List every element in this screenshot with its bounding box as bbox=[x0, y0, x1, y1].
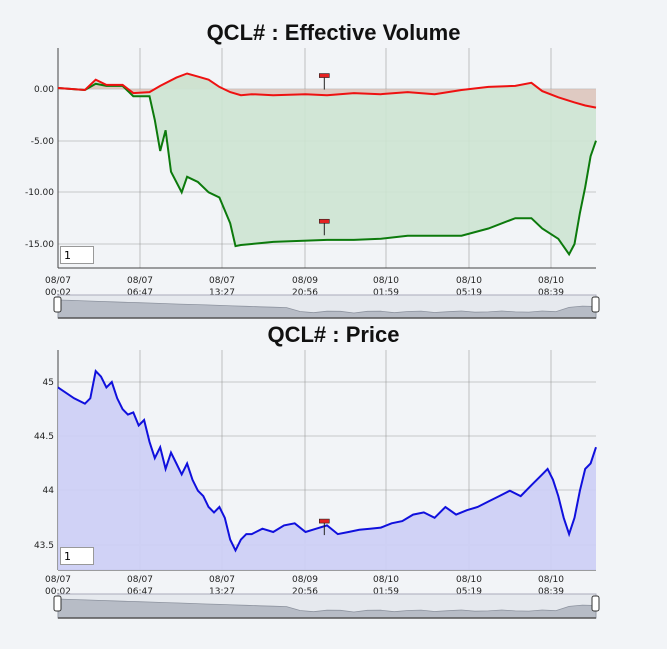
ev-y-tick-label: -15.00 bbox=[25, 240, 54, 250]
ev-x-tick-time: 01:59 bbox=[373, 288, 399, 298]
price-navigator-left-handle[interactable] bbox=[53, 595, 62, 612]
ev-x-tick-date: 08/10 bbox=[373, 276, 399, 286]
ev-y-tick-label: -5.00 bbox=[31, 137, 55, 147]
price-x-tick-time: 20:56 bbox=[292, 587, 318, 597]
ev-lower-series-line bbox=[57, 82, 597, 257]
ev-x-tick-date: 08/10 bbox=[456, 276, 482, 286]
price-x-tick-time: 00:02 bbox=[45, 587, 71, 597]
ev-x-tick-time: 05:19 bbox=[456, 288, 482, 298]
price-x-tick-time: 08:39 bbox=[538, 587, 564, 597]
ev-navigator-right-handle[interactable] bbox=[591, 296, 600, 313]
ev-event-flag[interactable] bbox=[319, 73, 330, 78]
ev-x-tick-time: 06:47 bbox=[127, 288, 153, 298]
ev-chart-title: QCL# : Effective Volume bbox=[206, 20, 461, 45]
ev-x-tick-date: 08/07 bbox=[209, 276, 235, 286]
ev-x-tick-date: 08/09 bbox=[292, 276, 318, 286]
ev-navigator-left-handle[interactable] bbox=[53, 296, 62, 313]
price-y-tick-label: 44 bbox=[43, 486, 55, 496]
price-x-tick-date: 08/07 bbox=[45, 575, 71, 585]
price-x-tick-date: 08/10 bbox=[538, 575, 564, 585]
ev-y-tick-label: 0.00 bbox=[34, 85, 54, 95]
ev-event-flag[interactable] bbox=[319, 218, 330, 224]
price-x-tick-date: 08/07 bbox=[209, 575, 235, 585]
ev-x-tick-time: 08:39 bbox=[538, 288, 564, 298]
ev-lower-fill bbox=[58, 73, 596, 255]
price-event-flag[interactable] bbox=[319, 518, 330, 524]
price-x-tick-time: 06:47 bbox=[127, 587, 153, 597]
ev-x-tick-time: 20:56 bbox=[292, 288, 318, 298]
ev-x-tick-time: 13:27 bbox=[209, 288, 235, 298]
price-y-tick-label: 45 bbox=[43, 378, 54, 388]
price-x-tick-time: 05:19 bbox=[456, 587, 482, 597]
price-navigator-series bbox=[57, 598, 597, 619]
ev-y-tick-label: -10.00 bbox=[25, 188, 54, 198]
ev-x-tick-date: 08/07 bbox=[127, 276, 153, 286]
price-x-tick-date: 08/10 bbox=[456, 575, 482, 585]
price-y-tick-label: 43.5 bbox=[34, 541, 54, 551]
price-y-tick-label: 44.5 bbox=[34, 432, 54, 442]
ev-x-tick-date: 08/10 bbox=[538, 276, 564, 286]
ev-upper-series-line bbox=[57, 72, 597, 109]
price-x-tick-time: 01:59 bbox=[373, 587, 399, 597]
price-chart-title: QCL# : Price bbox=[267, 322, 400, 347]
price-x-tick-date: 08/07 bbox=[127, 575, 153, 585]
price-x-tick-date: 08/10 bbox=[373, 575, 399, 585]
ev-navigator-series bbox=[57, 299, 597, 319]
price-x-tick-date: 08/09 bbox=[292, 575, 318, 585]
price-navigator-right-handle[interactable] bbox=[591, 595, 600, 612]
price-period-input[interactable]: 1 bbox=[60, 547, 94, 565]
price-series-line bbox=[57, 369, 597, 553]
ev-x-tick-time: 00:02 bbox=[45, 288, 71, 298]
ev-x-tick-date: 08/07 bbox=[45, 276, 71, 286]
price-x-tick-time: 13:27 bbox=[209, 587, 235, 597]
price-area-fill bbox=[58, 371, 596, 570]
ev-period-input[interactable]: 1 bbox=[60, 246, 94, 264]
